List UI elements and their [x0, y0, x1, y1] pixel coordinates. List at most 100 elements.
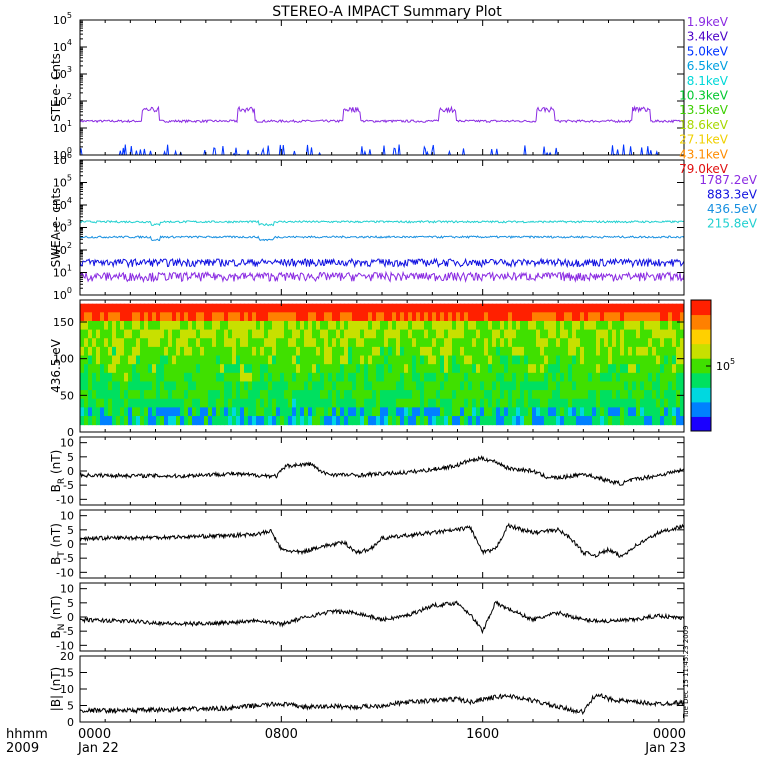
heatmap-cell [164, 364, 169, 374]
heatmap-cell [200, 372, 205, 382]
heatmap-cell [680, 312, 685, 322]
heatmap-cell [408, 303, 413, 313]
heatmap-cell [80, 303, 85, 313]
y-tick-base: 10 [53, 68, 67, 81]
heatmap-cell [236, 338, 241, 348]
heatmap-cell [136, 346, 141, 357]
heatmap-cell [268, 303, 273, 313]
heatmap-cell [576, 346, 581, 357]
heatmap-cell [84, 407, 89, 417]
heatmap-cell [548, 355, 553, 365]
heatmap-cell [436, 355, 441, 365]
heatmap-cell [364, 329, 369, 339]
heatmap-cell [520, 381, 525, 391]
heatmap-cell [108, 364, 113, 374]
heatmap-cell [588, 312, 593, 322]
heatmap-cell [612, 303, 617, 313]
y-axis-label-main: B [49, 557, 63, 565]
heatmap-cell [536, 407, 541, 417]
heatmap-cell [384, 416, 389, 426]
heatmap-cell [372, 398, 377, 408]
heatmap-cell [512, 381, 517, 391]
heatmap-cell [400, 364, 405, 374]
heatmap-cell [480, 390, 485, 400]
heatmap-cell [336, 303, 341, 313]
heatmap-cell [440, 346, 445, 357]
heatmap-cell [420, 355, 425, 365]
heatmap-cell [392, 303, 397, 313]
heatmap-cell [496, 407, 501, 417]
heatmap-cell [436, 407, 441, 417]
heatmap-cell [264, 346, 269, 357]
heatmap-cell [232, 416, 237, 426]
heatmap-cell [112, 381, 117, 391]
heatmap-cell [244, 320, 249, 331]
heatmap-cell [408, 312, 413, 322]
heatmap-cell [84, 346, 89, 357]
heatmap-cell [380, 320, 385, 331]
series-line-1 [79, 219, 685, 227]
heatmap-cell [252, 381, 257, 391]
heatmap-cell [604, 407, 609, 417]
heatmap-cell [420, 329, 425, 339]
heatmap-cell [516, 398, 521, 408]
heatmap-cell [132, 346, 137, 357]
heatmap-cell [580, 398, 585, 408]
heatmap-cell [112, 407, 117, 417]
heatmap-cell [440, 312, 445, 322]
heatmap-cell [148, 364, 153, 374]
heatmap-cell [152, 312, 157, 322]
heatmap-cell [568, 407, 573, 417]
heatmap-cell [564, 372, 569, 382]
heatmap-cell [180, 416, 185, 426]
heatmap-cell [312, 372, 317, 382]
heatmap-cell [372, 346, 377, 357]
heatmap-cell [84, 303, 89, 313]
heatmap-cell [484, 355, 489, 365]
heatmap-cell [108, 381, 113, 391]
heatmap-cell [544, 329, 549, 339]
heatmap-cell [600, 398, 605, 408]
heatmap-cell [624, 329, 629, 339]
heatmap-cell [468, 355, 473, 365]
heatmap-cell [184, 416, 189, 426]
heatmap-cell [648, 398, 653, 408]
heatmap-cell [196, 303, 201, 313]
heatmap-cell [260, 372, 265, 382]
heatmap-cell [512, 364, 517, 374]
heatmap-cell [660, 398, 665, 408]
heatmap-cell [336, 329, 341, 339]
heatmap-cell [100, 381, 105, 391]
heatmap-cell [188, 381, 193, 391]
legend-entry-swea: 215.8eV [707, 217, 758, 231]
heatmap-cell [608, 355, 613, 365]
heatmap-cell [312, 320, 317, 331]
heatmap-cell [628, 346, 633, 357]
heatmap-cell [336, 390, 341, 400]
heatmap-cell [520, 407, 525, 417]
y-tick-exp: 2 [67, 92, 72, 101]
heatmap-cell [236, 364, 241, 374]
heatmap-cell [636, 329, 641, 339]
heatmap-cell [536, 312, 541, 322]
y-tick-base: 10 [53, 244, 67, 257]
heatmap-cell [296, 364, 301, 374]
legend-entry-ste: 5.0keV [687, 44, 729, 58]
heatmap-cell [408, 320, 413, 331]
heatmap-cell [408, 364, 413, 374]
y-tick-base: 10 [53, 14, 67, 27]
heatmap-cell [432, 355, 437, 365]
heatmap-cell [416, 303, 421, 313]
heatmap-cell [648, 303, 653, 313]
heatmap-cell [492, 329, 497, 339]
heatmap-cell [216, 312, 221, 322]
legend-entry-ste: 43.1keV [679, 147, 729, 161]
heatmap-cell [536, 398, 541, 408]
heatmap-cell [640, 398, 645, 408]
heatmap-cell [176, 338, 181, 348]
heatmap-cell [412, 416, 417, 426]
heatmap-cell [572, 320, 577, 331]
heatmap-cell [132, 320, 137, 331]
heatmap-cell [348, 329, 353, 339]
heatmap-cell [360, 338, 365, 348]
